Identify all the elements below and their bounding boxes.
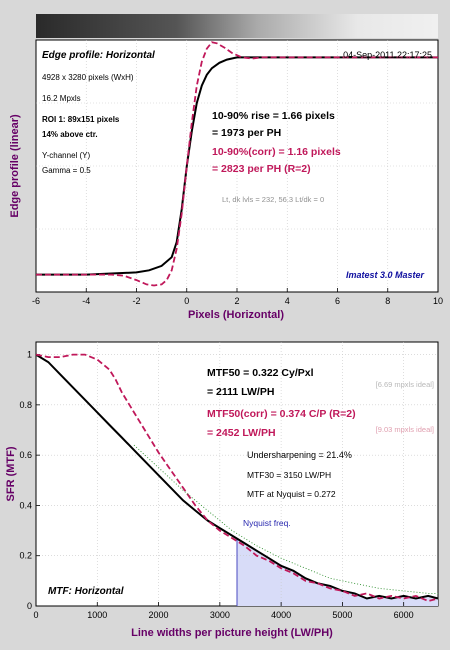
edge-tick-label: 2 <box>234 296 239 306</box>
roi-position: 14% above ctr. <box>42 130 98 139</box>
edge-tick-label: -6 <box>32 296 40 306</box>
mtf-y-tick-label: 0.6 <box>19 450 32 460</box>
undersharpening: Undersharpening = 21.4% <box>247 450 352 460</box>
mtf-series-dotted <box>133 444 438 594</box>
mtf-panel: 0 1000 2000 3000 4000 5000 600000.20.40.60.81 … <box>5 341 439 639</box>
mtf-y-tick-label: 0.2 <box>19 551 32 561</box>
mtf50-corrected-ideal: [9.03 mpxls ideal] <box>376 425 434 434</box>
edge-tick-label: 6 <box>335 296 340 306</box>
rise-per-ph: = 1973 per PH <box>212 127 281 139</box>
mtf50: MTF50 = 0.322 Cy/Pxl <box>207 367 314 379</box>
edge-x-ticks: -6 -4 -2 0 2 4 6 8 10 <box>32 288 443 306</box>
megapixels: 16.2 Mpxls <box>42 94 81 103</box>
edge-profile-panel: -6 -4 -2 0 2 4 6 8 10 Edge profile: Horizontal 0… <box>9 39 443 321</box>
mtf50-ideal: [6.69 mpxls ideal] <box>376 380 434 389</box>
nyquist-label: Nyquist freq. <box>243 518 291 528</box>
software-version: Imatest 3.0 Master <box>346 270 425 280</box>
edge-tick-label: 8 <box>385 296 390 306</box>
mtf-panel-title: MTF: Horizontal <box>48 586 124 597</box>
mtf-x-axis-label: Line widths per picture height (LW/PH) <box>131 627 333 639</box>
nyquist-region <box>237 538 438 606</box>
timestamp: 04-Sep-2011 22:17:25 <box>343 50 432 60</box>
rise-corrected: 10-90%(corr) = 1.16 pixels <box>212 146 341 158</box>
image-size: 4928 x 3280 pixels (WxH) <box>42 73 134 82</box>
mtf-y-tick-label: 1 <box>27 350 32 360</box>
mtf-x-tick-label: 0 <box>33 610 38 620</box>
mtf-y-axis-label: SFR (MTF) <box>5 446 17 501</box>
edge-curves <box>36 41 438 287</box>
channel: Y-channel (Y) <box>42 151 91 160</box>
mtf-axis-ticks: 0 1000 2000 3000 4000 5000 6000 0 0.2 0.4 0.6 0.8 1 <box>19 350 413 620</box>
mtf-x-tick-label: 6000 <box>394 610 414 620</box>
edge-panel-title: Edge profile: Horizontal <box>42 50 155 61</box>
levels: Lt, dk lvls = 232, 56.3 Lt/dk = 0 <box>222 195 324 204</box>
mtf50-corrected: MTF50(corr) = 0.374 C/P (R=2) <box>207 408 356 420</box>
mtf-y-tick-label: 0 <box>27 601 32 611</box>
edge-tick-label: 0 <box>184 296 189 306</box>
gamma: Gamma = 0.5 <box>42 166 91 175</box>
edge-tick-label: -2 <box>132 296 140 306</box>
mtf-x-tick-label: 5000 <box>332 610 352 620</box>
density-strip <box>36 14 438 38</box>
mtf50-corrected-lwph: = 2452 LW/PH <box>207 427 276 439</box>
edge-y-axis-label: Edge profile (linear) <box>9 114 21 218</box>
mtf-series-measured <box>35 353 439 600</box>
mtf30: MTF30 = 3150 LW/PH <box>247 470 331 480</box>
edge-tick-label: 4 <box>285 296 290 306</box>
mtf-x-tick-label: 2000 <box>149 610 169 620</box>
mtf-y-tick-label: 0.4 <box>19 500 32 510</box>
edge-x-axis-label: Pixels (Horizontal) <box>188 309 284 321</box>
edge-tick-label: 10 <box>433 296 443 306</box>
mtf-x-tick-label: 1000 <box>87 610 107 620</box>
mtf50-lwph: = 2111 LW/PH <box>207 386 274 398</box>
roi-size: ROI 1: 89x151 pixels <box>42 115 120 124</box>
mtf-at-nyquist: MTF at Nyquist = 0.272 <box>247 489 336 499</box>
mtf-y-tick-label: 0.8 <box>19 400 32 410</box>
edge-tick-label: -4 <box>82 296 90 306</box>
mtf-x-tick-label: 3000 <box>210 610 230 620</box>
rise-distance: 10-90% rise = 1.66 pixels <box>212 110 335 122</box>
mtf-x-tick-label: 4000 <box>271 610 291 620</box>
rise-corrected-per-ph: = 2823 per PH (R=2) <box>212 163 311 175</box>
mtf-curves <box>35 353 439 602</box>
mtf-series-corrected <box>35 353 439 602</box>
edge-series-corrected <box>36 41 438 287</box>
